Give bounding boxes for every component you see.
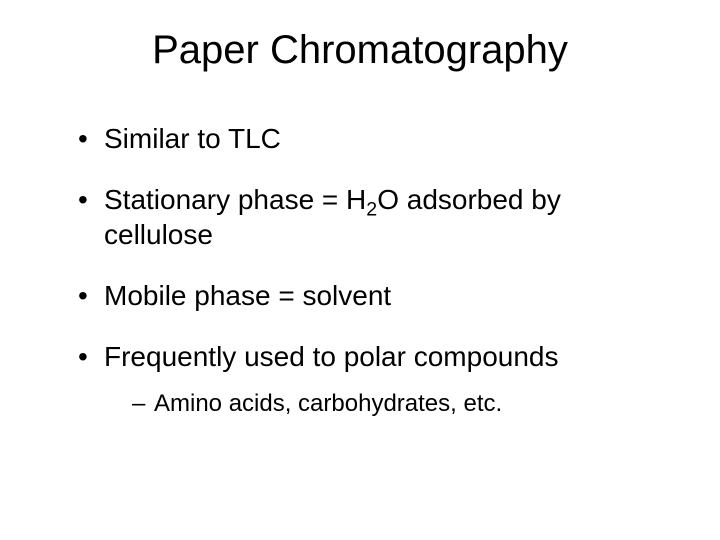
sub-bullet-text: Amino acids, carbohydrates, etc. bbox=[154, 390, 502, 417]
bullet-item: Similar to TLC bbox=[78, 121, 660, 156]
bullet-text-prefix: Stationary phase = H bbox=[104, 184, 366, 215]
bullet-item: Mobile phase = solvent bbox=[78, 278, 660, 313]
bullet-list: Similar to TLC Stationary phase = H2O ad… bbox=[60, 121, 660, 445]
bullet-text-subscript: 2 bbox=[366, 199, 377, 221]
slide-title: Paper Chromatography bbox=[60, 28, 660, 73]
bullet-item: Frequently used to polar compounds Amino… bbox=[78, 339, 660, 419]
bullet-item: Stationary phase = H2O adsorbed by cellu… bbox=[78, 182, 660, 252]
sub-bullet-item: Amino acids, carbohydrates, etc. bbox=[132, 388, 660, 419]
bullet-text: Mobile phase = solvent bbox=[104, 280, 391, 311]
slide: Paper Chromatography Similar to TLC Stat… bbox=[0, 0, 720, 540]
bullet-text: Similar to TLC bbox=[104, 123, 281, 154]
sub-bullet-list: Amino acids, carbohydrates, etc. bbox=[104, 388, 660, 419]
bullet-text: Frequently used to polar compounds bbox=[104, 341, 559, 372]
